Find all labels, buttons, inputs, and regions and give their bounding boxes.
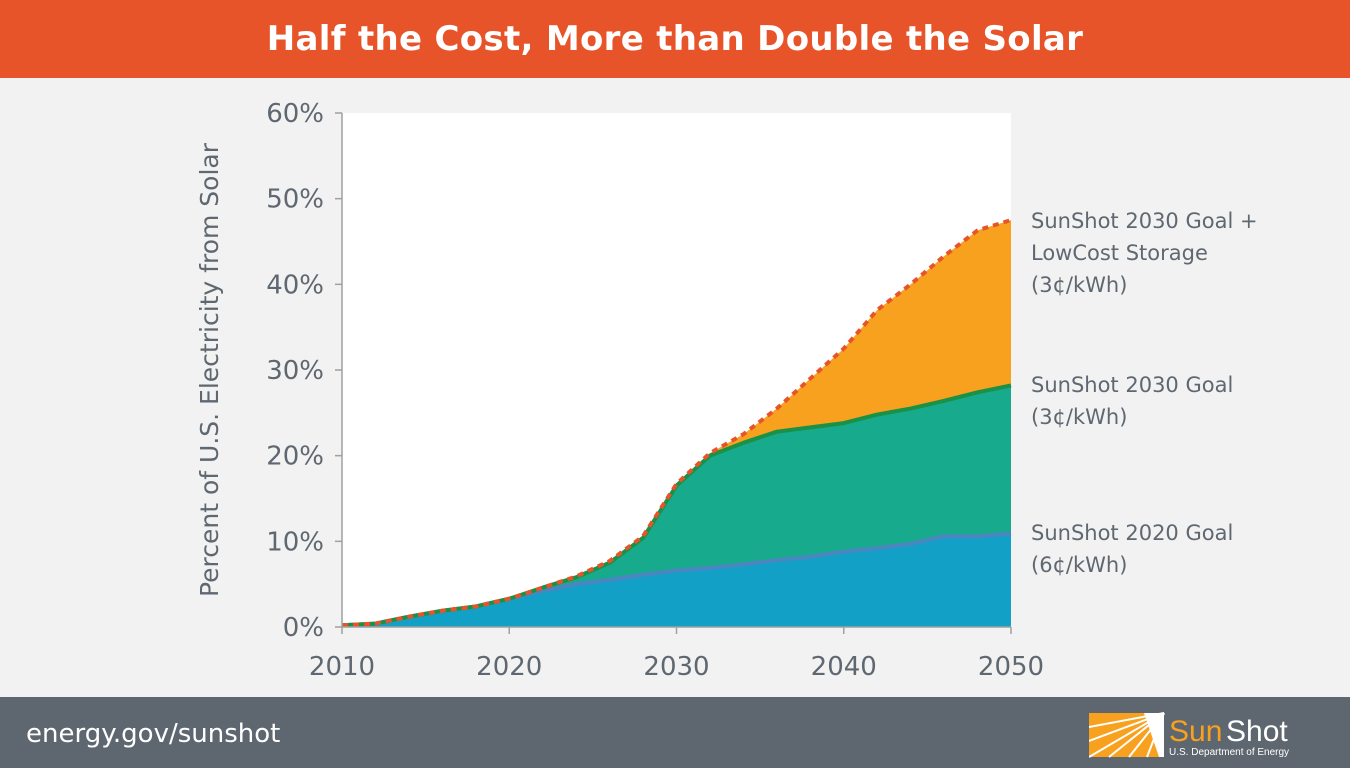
y-tick-label: 60%: [266, 99, 324, 129]
svg-text:U.S. Department of Energy: U.S. Department of Energy: [1169, 747, 1289, 758]
x-tick-label: 2040: [811, 652, 877, 682]
y-tick-label: 0%: [283, 613, 324, 643]
series-label-2: SunShot 2030 Goal + LowCost Storage (3¢/kW…: [1031, 209, 1258, 297]
y-tick-label: 10%: [266, 527, 324, 557]
page-title: Half the Cost, More than Double the Sola…: [0, 0, 1350, 78]
y-axis-label: Percent of U.S. Electricity from Solar: [195, 142, 224, 597]
x-tick-label: 2010: [309, 652, 375, 682]
x-tick-label: 2050: [978, 652, 1044, 682]
line-series-2: [341, 218, 1012, 628]
svg-text:Shot: Shot: [1226, 715, 1288, 748]
series-label-0: SunShot 2020 Goal (6¢/kWh): [1031, 521, 1233, 577]
svg-text:Sun: Sun: [1169, 715, 1222, 748]
y-tick-label: 40%: [266, 270, 324, 300]
x-tick-label: 2020: [476, 652, 542, 682]
solar-share-chart: 0% 10% 20% 30% 40% 50% 60% 2010 2020 2030 2040 2050…: [195, 99, 1258, 682]
y-tick-label: 50%: [266, 185, 324, 215]
series-label-1: SunShot 2030 Goal (3¢/kWh): [1031, 373, 1233, 429]
x-tick-label: 2030: [643, 652, 709, 682]
sunshot-logo: Sun Shot U.S. Department of Energy: [1089, 712, 1289, 758]
y-tick-label: 30%: [266, 356, 324, 386]
footer-link[interactable]: energy.gov/sunshot: [26, 719, 281, 749]
y-tick-label: 20%: [266, 442, 324, 472]
area-series-0: [342, 533, 1011, 627]
